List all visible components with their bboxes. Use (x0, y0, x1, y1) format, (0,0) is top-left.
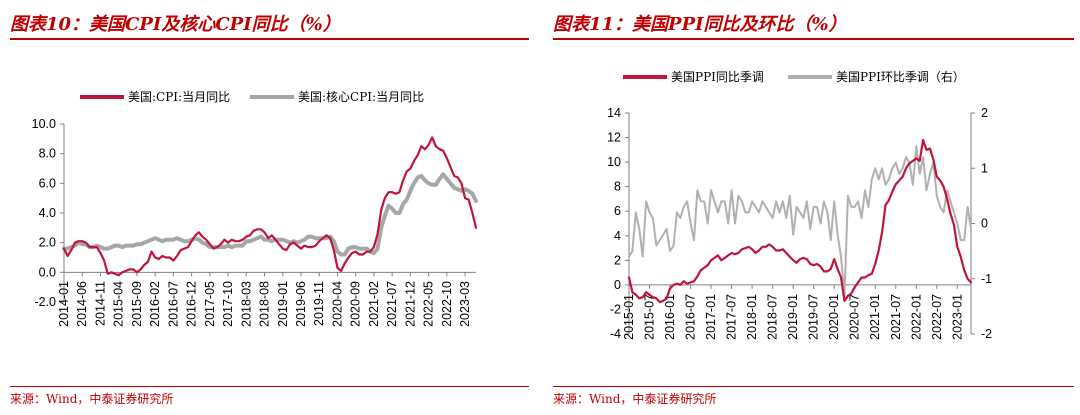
x-tick-label: 2021-01 (868, 294, 882, 340)
cpi-source-note: 来源：Wind，中泰证券研究所 (10, 392, 174, 406)
x-tick-label: 2017-01 (704, 294, 718, 340)
y-right-tick-label: -1 (981, 272, 992, 286)
x-tick-label: 2017-05 (203, 281, 217, 327)
y-tick-label: 6 (614, 204, 621, 218)
ppi-source-note: 来源：Wind，中泰证券研究所 (553, 392, 717, 406)
ppi-source-row: 来源：Wind，中泰证券研究所 (553, 386, 1074, 409)
cpi-chart-title: 图表10：美国CPI及核心CPI同比（%） (10, 14, 341, 35)
x-tick-label: 2021-02 (367, 281, 381, 327)
y-tick-label: 8 (614, 180, 621, 194)
x-tick-label: 2020-07 (848, 294, 862, 340)
cpi-chart-panel: 图表10：美国CPI及核心CPI同比（%） -2.0 0.0 2.0 4.0 6.0 8.… (0, 0, 535, 415)
x-tick-label: 2018-03 (239, 281, 253, 327)
x-tick-label: 2021-12 (403, 281, 417, 327)
x-tick-label: 2022-10 (440, 281, 454, 327)
series-line-1 (627, 138, 973, 304)
y-tick-label: 4 (614, 229, 621, 243)
x-tick-label: 2021-07 (385, 281, 399, 327)
x-tick-label: 2014-06 (75, 281, 89, 327)
x-tick-label: 2016-12 (185, 281, 199, 327)
x-tick-label: 2022-05 (422, 281, 436, 327)
x-tick-label: 2018-01 (745, 294, 759, 340)
x-tick-label: 2015-07 (643, 294, 657, 340)
x-tick-label: 2015-09 (130, 281, 144, 327)
y-tick-label: 2 (614, 253, 621, 267)
cpi-chart: -2.0 0.0 2.0 4.0 6.0 8.0 10.0 2014-01 2014-06 201… (32, 90, 478, 327)
ppi-chart-title: 图表11：美国PPI同比及环比（%） (553, 14, 847, 35)
y-tick-label: 14 (607, 106, 621, 120)
x-tick-label: 2014-11 (93, 281, 107, 326)
x-tick-label: 2023-01 (950, 294, 964, 340)
y-right-tick-label: 1 (981, 161, 988, 175)
x-tick-label: 2017-07 (725, 294, 739, 340)
y-tick-label: -2.0 (34, 295, 56, 309)
x-tick-label: 2022-01 (909, 294, 923, 340)
x-tick-label: 2016-07 (166, 281, 180, 327)
y-tick-label: -4 (610, 327, 621, 341)
x-tick-label: 2016-02 (148, 281, 162, 327)
y-tick-label: 6.0 (39, 176, 56, 190)
x-tick-label: 2021-07 (889, 294, 903, 340)
series-line-2 (62, 172, 478, 257)
y-tick-label: 0.0 (39, 265, 56, 279)
x-tick-label: 2018-08 (258, 281, 272, 327)
x-tick-label: 2020-01 (827, 294, 841, 340)
y-tick-label: -2 (610, 302, 621, 316)
cpi-title-row: 图表10：美国CPI及核心CPI同比（%） (10, 12, 529, 40)
x-tick-label: 2022-07 (930, 294, 944, 340)
x-tick-label: 2019-06 (294, 281, 308, 327)
y-right-tick-label: 2 (981, 106, 988, 120)
legend-label-2: 美国:核心CPI:当月同比 (298, 90, 424, 104)
x-tick-label: 2023-03 (458, 281, 472, 327)
y-tick-label: 0 (614, 278, 621, 292)
y-tick-label: 10.0 (32, 117, 56, 131)
x-tick-label: 2019-11 (312, 281, 326, 326)
ppi-chart-panel: 图表11：美国PPI同比及环比（%） -4 -2 0 2 4 6 8 10 12 14 -2 -1 0 1… (543, 0, 1080, 415)
y-tick-label: 4.0 (39, 206, 56, 220)
series-line-1 (62, 136, 478, 277)
x-tick-label: 2019-07 (807, 294, 821, 340)
y-tick-label: 8.0 (39, 147, 56, 161)
x-tick-label: 2020-04 (330, 281, 344, 327)
legend-label-1: 美国:CPI:当月同比 (128, 90, 230, 104)
y-right-tick-label: 0 (981, 217, 988, 231)
y-tick-label: 2.0 (39, 236, 56, 250)
x-tick-label: 2016-07 (684, 294, 698, 340)
x-tick-label: 2017-10 (221, 281, 235, 327)
legend-label-2: 美国PPI环比季调（右） (836, 69, 965, 84)
x-tick-label: 2018-07 (766, 294, 780, 340)
x-tick-label: 2019-01 (786, 294, 800, 340)
x-tick-label: 2015-04 (112, 281, 126, 327)
y-tick-label: 10 (607, 155, 621, 169)
x-tick-label: 2015-01 (622, 294, 636, 340)
x-tick-label: 2016-01 (663, 294, 677, 340)
x-tick-label: 2020-09 (349, 281, 363, 327)
y-tick-label: 12 (607, 131, 621, 145)
x-tick-label: 2014-01 (57, 281, 71, 327)
y-right-tick-label: -2 (981, 327, 992, 341)
legend-label-1: 美国PPI同比季调 (671, 70, 764, 84)
series-line-2 (628, 145, 972, 297)
ppi-title-row: 图表11：美国PPI同比及环比（%） (553, 12, 1074, 40)
cpi-source-row: 来源：Wind，中泰证券研究所 (10, 386, 529, 409)
x-tick-label: 2019-01 (276, 281, 290, 327)
